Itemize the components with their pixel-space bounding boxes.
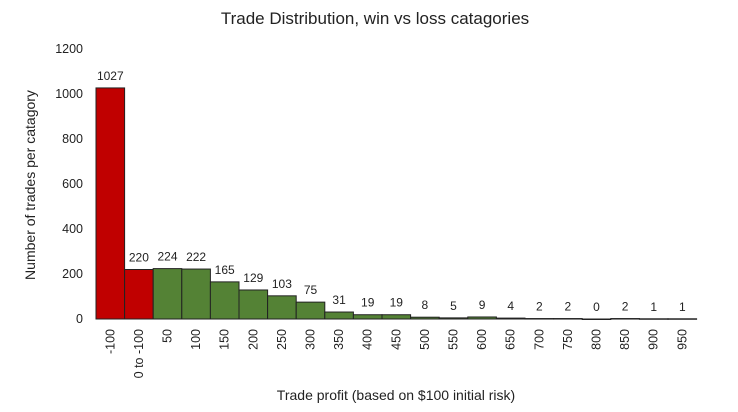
data-label: 19 — [361, 296, 375, 310]
data-label: 129 — [243, 271, 263, 285]
x-tick-label: 450 — [389, 329, 403, 350]
chart-title: Trade Distribution, win vs loss catagori… — [221, 9, 529, 28]
data-label: 103 — [272, 277, 292, 291]
bar — [124, 269, 154, 320]
y-tick-label: 400 — [62, 222, 83, 236]
data-label: 2 — [536, 300, 543, 314]
x-tick-label: 750 — [561, 329, 575, 350]
data-label: 19 — [390, 296, 404, 310]
y-tick-label: 800 — [62, 132, 83, 146]
data-label: 1 — [679, 300, 686, 314]
x-tick-label: 900 — [647, 329, 661, 350]
data-label: 2 — [622, 300, 629, 314]
x-tick-label: 350 — [332, 329, 346, 350]
y-tick-label: 200 — [62, 267, 83, 281]
x-tick-label: 200 — [246, 329, 260, 350]
data-label: 1027 — [97, 69, 124, 83]
data-label: 220 — [129, 251, 149, 265]
data-label: 1 — [650, 300, 657, 314]
x-tick-label: -100 — [103, 329, 117, 354]
x-tick-label: 250 — [275, 329, 289, 350]
bar — [267, 295, 297, 320]
data-label: 9 — [479, 298, 486, 312]
data-label: 75 — [304, 283, 318, 297]
bar — [381, 314, 412, 320]
y-tick-label: 600 — [62, 177, 83, 191]
x-tick-label: 550 — [447, 329, 461, 350]
x-tick-label: 700 — [532, 329, 546, 350]
data-label: 224 — [157, 250, 177, 264]
x-tick-label: 300 — [304, 329, 318, 350]
y-axis: 0 200 400 600 800 1000 1200 — [55, 42, 83, 326]
x-tick-label: 950 — [675, 329, 689, 350]
y-axis-title: Number of trades per catagory — [22, 90, 38, 280]
y-tick-label: 0 — [76, 312, 83, 326]
data-label: 2 — [565, 300, 572, 314]
x-tick-label: 500 — [418, 329, 432, 350]
x-tick-label: 800 — [590, 329, 604, 350]
x-tick-label: 150 — [218, 329, 232, 350]
x-tick-label: 400 — [361, 329, 375, 350]
x-tick-label: 650 — [504, 329, 518, 350]
x-tick-label: 100 — [189, 329, 203, 350]
data-label: 222 — [186, 250, 206, 264]
data-label: 165 — [215, 263, 235, 277]
x-axis-title: Trade profit (based on $100 initial risk… — [277, 387, 515, 403]
data-label: 4 — [507, 299, 514, 313]
bar — [181, 268, 211, 320]
x-axis: -100 0 to -100 50 100 150 200 250 300 350 400 450 5… — [103, 329, 689, 378]
x-tick-label: 600 — [475, 329, 489, 350]
bar — [238, 289, 269, 320]
bar — [324, 311, 354, 320]
bars — [95, 87, 698, 320]
bar — [352, 314, 383, 320]
bar — [295, 301, 326, 320]
y-tick-label: 1000 — [55, 87, 83, 101]
x-tick-label: 50 — [161, 329, 175, 343]
x-tick-label: 850 — [618, 329, 632, 350]
x-tick-label: 0 to -100 — [132, 329, 146, 378]
bar — [95, 87, 126, 320]
data-label: 5 — [450, 299, 457, 313]
data-label: 0 — [593, 300, 600, 314]
y-tick-label: 1200 — [55, 42, 83, 56]
bar — [209, 281, 240, 320]
data-label: 8 — [422, 298, 429, 312]
bar — [152, 268, 183, 320]
data-label: 31 — [332, 293, 346, 307]
